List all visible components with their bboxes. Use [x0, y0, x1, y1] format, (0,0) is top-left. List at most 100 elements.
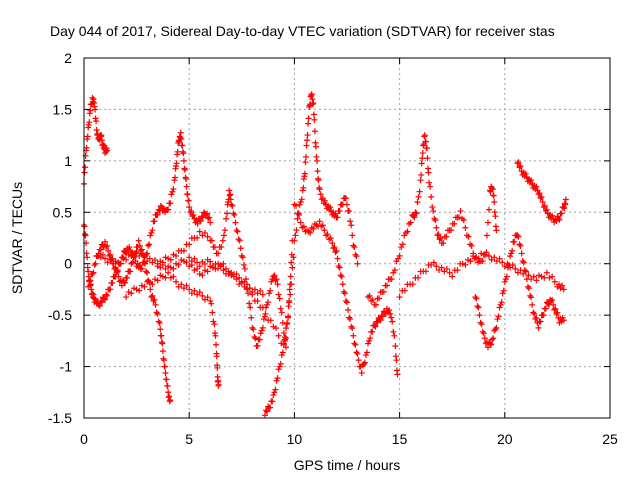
x-tick-label: 25 [602, 431, 618, 447]
data-point [562, 196, 569, 203]
data-point [186, 241, 193, 248]
data-point [541, 274, 548, 281]
data-point [207, 297, 214, 304]
data-point [409, 281, 416, 288]
data-point [120, 278, 127, 285]
data-point [380, 288, 387, 295]
data-point [138, 265, 145, 272]
data-point [168, 191, 175, 198]
data-point [351, 244, 358, 251]
data-point [549, 212, 556, 219]
data-point [379, 313, 386, 320]
data-point [244, 281, 251, 288]
data-point [363, 349, 370, 356]
data-point [170, 251, 177, 258]
data-point [165, 263, 172, 270]
data-point [377, 317, 384, 324]
series-track-h [291, 201, 401, 378]
data-point [528, 294, 535, 301]
data-point [246, 300, 253, 307]
data-point [209, 309, 216, 316]
data-point [537, 195, 544, 202]
data-point [83, 144, 90, 151]
y-axis-label: SDTVAR / TECUs [9, 182, 25, 294]
data-point [128, 290, 135, 297]
data-point [490, 192, 497, 199]
data-point [554, 309, 561, 316]
data-point [419, 150, 426, 157]
data-point [97, 298, 104, 305]
data-point [341, 290, 348, 297]
data-point [133, 286, 140, 293]
data-point [309, 96, 316, 103]
x-tick-label: 10 [287, 431, 303, 447]
data-point [481, 335, 488, 342]
data-point [506, 261, 513, 268]
data-point [286, 286, 293, 293]
data-point [135, 237, 142, 244]
data-point [440, 240, 447, 247]
data-point [237, 245, 244, 252]
data-point [456, 214, 463, 221]
data-point [319, 222, 326, 229]
data-point [311, 116, 318, 123]
data-point [549, 273, 556, 280]
data-point [378, 312, 385, 319]
data-point [391, 332, 398, 339]
data-point [211, 321, 218, 328]
data-point [369, 296, 376, 303]
data-point [191, 287, 198, 294]
data-point [199, 214, 206, 221]
data-point [289, 264, 296, 271]
data-point [136, 262, 143, 269]
data-point [497, 301, 504, 308]
data-point [493, 227, 500, 234]
data-point [186, 204, 193, 211]
data-point [272, 277, 279, 284]
data-point [262, 310, 269, 317]
data-point [550, 301, 557, 308]
data-point [443, 233, 450, 240]
data-point [190, 211, 197, 218]
data-point [344, 299, 350, 306]
data-point [288, 259, 295, 266]
data-point [287, 291, 294, 298]
data-point [541, 202, 548, 209]
data-point [411, 214, 418, 221]
data-point [246, 285, 253, 292]
data-point [480, 330, 487, 337]
data-point [159, 340, 166, 347]
data-point [184, 191, 191, 198]
data-point [462, 224, 469, 231]
data-point [476, 312, 483, 319]
data-point [81, 223, 88, 230]
x-tick-label: 20 [497, 431, 513, 447]
data-point [529, 301, 536, 308]
data-point [423, 145, 430, 152]
data-point [198, 213, 205, 220]
data-point [104, 292, 111, 299]
data-point [532, 315, 539, 322]
data-point [257, 330, 264, 337]
data-point [542, 305, 549, 312]
data-point [307, 229, 314, 236]
data-point [388, 276, 395, 283]
data-point [484, 344, 491, 351]
data-point [107, 286, 114, 293]
data-point [95, 250, 102, 257]
data-point [362, 352, 369, 359]
data-point [278, 352, 285, 359]
data-point [102, 296, 109, 303]
data-point [122, 249, 129, 256]
data-point [95, 301, 102, 308]
data-point [88, 286, 95, 293]
data-point [159, 348, 166, 355]
data-point [174, 148, 181, 155]
data-point [86, 119, 93, 126]
data-point [204, 268, 211, 275]
data-point [538, 273, 545, 280]
data-point [85, 268, 92, 275]
data-point [396, 252, 403, 259]
data-point [549, 296, 556, 303]
